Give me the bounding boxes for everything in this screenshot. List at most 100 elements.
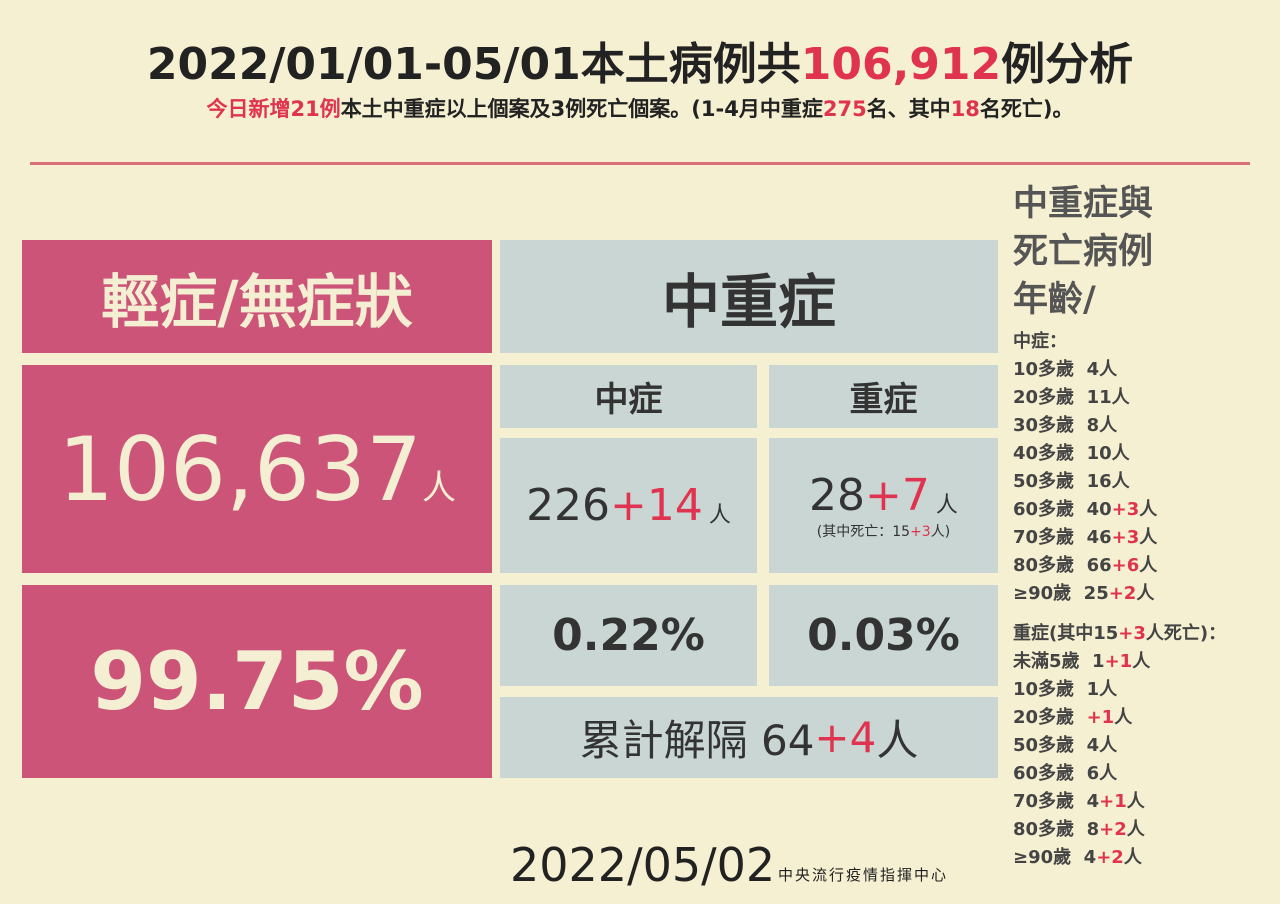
moderate-count: 226 xyxy=(526,480,611,531)
label-part: +3 xyxy=(1118,623,1146,644)
title-text: 2022/01/01-05/01本土病例共 xyxy=(146,39,801,90)
mild-count-box: 106,637 人 xyxy=(22,365,492,573)
age-text: 70多歲 46 xyxy=(1013,527,1112,548)
age-added: +3 xyxy=(1111,527,1140,548)
age-text: 40多歲 10人 xyxy=(1013,443,1130,464)
age-text: 80多歲 66 xyxy=(1013,555,1112,576)
age-added: +1 xyxy=(1086,707,1115,728)
released-unit: 人 xyxy=(876,716,919,765)
critical-count-box: 28 +7 人 (其中死亡：15+3人) xyxy=(769,438,998,573)
age-row: 80多歲 8+2人 xyxy=(1013,816,1273,844)
released-added: +4 xyxy=(814,713,877,762)
age-unit: 人 xyxy=(1136,583,1155,604)
age-row: 60多歲 40+3人 xyxy=(1013,496,1273,524)
age-panel: 中重症與死亡病例年齡/中症： 10多歲 4人 20多歲 11人 30多歲 8人 40多歲… xyxy=(1013,180,1273,872)
age-heading: 年齡/ xyxy=(1013,280,1096,320)
age-row: 80多歲 66+6人 xyxy=(1013,552,1273,580)
age-text: 60多歲 6人 xyxy=(1013,763,1118,784)
age-group-label: 重症(其中15+3人死亡)： xyxy=(1013,620,1273,648)
age-heading: 中重症與 xyxy=(1013,184,1154,224)
subtitle-number: 18 xyxy=(950,97,980,121)
age-row: 40多歲 10人 xyxy=(1013,440,1273,468)
age-row: 50多歲 16人 xyxy=(1013,468,1273,496)
age-row: 70多歲 46+3人 xyxy=(1013,524,1273,552)
age-row: 20多歲 +1人 xyxy=(1013,704,1273,732)
released: 累計解隔 64 +4 人 xyxy=(500,697,998,778)
age-heading: 死亡病例 xyxy=(1013,232,1154,272)
age-unit: 人 xyxy=(1139,527,1158,548)
age-text: 50多歲 4人 xyxy=(1013,735,1118,756)
title-text: 例分析 xyxy=(1001,39,1134,90)
divider xyxy=(30,162,1250,165)
age-unit: 人 xyxy=(1114,707,1133,728)
label-part: 重症(其中15 xyxy=(1013,623,1119,644)
age-unit: 人 xyxy=(1139,555,1158,576)
age-text: 未滿5歲 1 xyxy=(1013,651,1105,672)
critical-unit: 人 xyxy=(935,492,958,518)
age-row: ≥90歲 25+2人 xyxy=(1013,580,1273,608)
age-added: +2 xyxy=(1108,583,1137,604)
age-text: 10多歲 1人 xyxy=(1013,679,1118,700)
age-row: 30多歲 8人 xyxy=(1013,412,1273,440)
critical-added: +7 xyxy=(865,470,930,521)
deaths-text: (其中死亡：15 xyxy=(816,524,911,540)
mild-label: 輕症/無症狀 xyxy=(22,240,492,353)
age-added: +1 xyxy=(1099,791,1127,812)
age-text: 20多歲 11人 xyxy=(1013,387,1130,408)
moderate-added: +14 xyxy=(610,480,703,531)
age-text: 30多歲 8人 xyxy=(1013,415,1118,436)
subtitle-text: 名死亡)。 xyxy=(979,97,1074,121)
subtitle-number: 275 xyxy=(822,97,867,121)
age-row: 10多歲 1人 xyxy=(1013,676,1273,704)
age-unit: 人 xyxy=(1126,819,1145,840)
age-added: +2 xyxy=(1099,819,1127,840)
age-text: ≥90歲 4 xyxy=(1013,847,1097,868)
age-row: 20多歲 11人 xyxy=(1013,384,1273,412)
age-row: 50多歲 4人 xyxy=(1013,732,1273,760)
age-added: +6 xyxy=(1111,555,1140,576)
title: 2022/01/01-05/01本土病例共106,912例分析 xyxy=(0,28,1280,92)
critical-label: 重症 xyxy=(769,365,998,428)
title-total: 106,912 xyxy=(800,39,1002,90)
age-row: 10多歲 4人 xyxy=(1013,356,1273,384)
moderate-label: 中症 xyxy=(500,365,757,428)
moderate-count-box: 226 +14 人 xyxy=(500,438,757,573)
mild-unit: 人 xyxy=(421,467,456,508)
age-added: +3 xyxy=(1111,499,1140,520)
age-unit: 人 xyxy=(1139,499,1158,520)
mild-count: 106,637 xyxy=(58,417,422,521)
age-row: ≥90歲 4+2人 xyxy=(1013,844,1273,872)
subtitle-today: 今日新增21例 xyxy=(206,97,341,121)
subtitle-text: 本土中重症以上個案及3例死亡個案。(1-4月中重症 xyxy=(340,97,823,121)
deaths-text: 人) xyxy=(930,524,951,540)
mild-percent: 99.75% xyxy=(22,585,492,778)
age-text: 20多歲 xyxy=(1013,707,1087,728)
released-text: 累計解隔 64 xyxy=(579,716,815,765)
age-group-label: 中症： xyxy=(1013,331,1067,352)
subtitle-text: 名、其中 xyxy=(866,97,951,121)
footer-date: 2022/05/02 xyxy=(510,838,776,892)
age-text: 50多歲 16人 xyxy=(1013,471,1130,492)
age-row: 未滿5歲 1+1人 xyxy=(1013,648,1273,676)
age-unit: 人 xyxy=(1126,791,1145,812)
deaths-added: +3 xyxy=(910,524,931,540)
severe-label: 中重症 xyxy=(500,240,998,353)
footer-org: 中央流行疫情指揮中心 xyxy=(778,866,949,884)
moderate-unit: 人 xyxy=(708,502,731,528)
age-text: 10多歲 4人 xyxy=(1013,359,1118,380)
age-text: 80多歲 8 xyxy=(1013,819,1100,840)
age-added: +2 xyxy=(1096,847,1124,868)
age-row: 60多歲 6人 xyxy=(1013,760,1273,788)
age-row: 70多歲 4+1人 xyxy=(1013,788,1273,816)
age-unit: 人 xyxy=(1123,847,1142,868)
age-text: ≥90歲 25 xyxy=(1013,583,1109,604)
age-text: 60多歲 40 xyxy=(1013,499,1112,520)
label-part: 人死亡)： xyxy=(1145,623,1227,644)
age-added: +1 xyxy=(1104,651,1133,672)
moderate-percent: 0.22% xyxy=(500,585,757,686)
subtitle: 今日新增21例本土中重症以上個案及3例死亡個案。(1-4月中重症275名、其中1… xyxy=(0,93,1280,123)
age-text: 70多歲 4 xyxy=(1013,791,1100,812)
critical-count: 28 xyxy=(809,470,866,521)
critical-percent: 0.03% xyxy=(769,585,998,686)
